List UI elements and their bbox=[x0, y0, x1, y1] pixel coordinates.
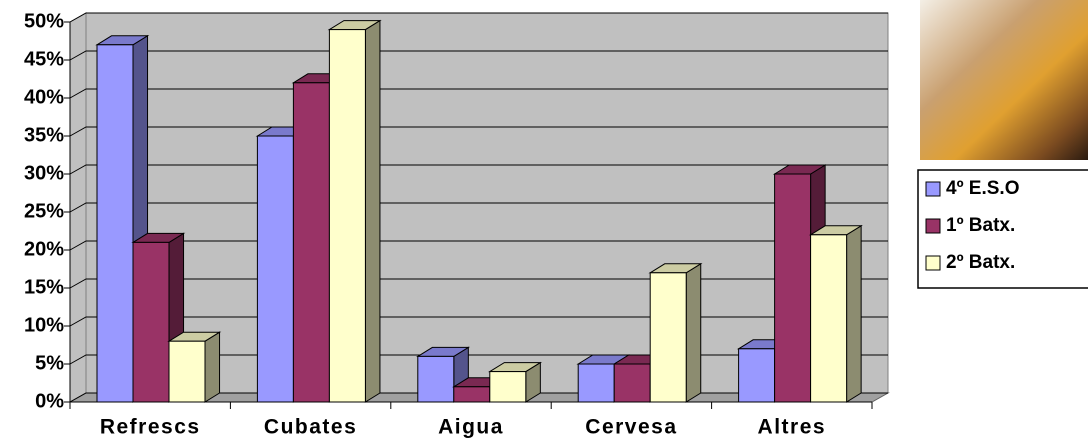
legend-swatch bbox=[925, 181, 941, 197]
y-tick-label: 5% bbox=[35, 352, 64, 374]
x-tick-label: Refrescs bbox=[100, 416, 201, 439]
y-tick-label: 25% bbox=[24, 200, 64, 222]
bar bbox=[131, 232, 186, 403]
y-tick-label: 40% bbox=[24, 86, 64, 108]
y-tick-label: 0% bbox=[35, 390, 64, 412]
y-tick-label: 30% bbox=[24, 162, 64, 184]
bar-front bbox=[738, 348, 776, 403]
bar-front bbox=[810, 234, 848, 403]
bar bbox=[808, 224, 863, 403]
bar bbox=[648, 262, 703, 403]
bar-front bbox=[577, 363, 615, 403]
bar-side bbox=[204, 331, 221, 403]
bar-front bbox=[328, 29, 366, 403]
x-tick-label: Altres bbox=[758, 416, 827, 439]
legend-box bbox=[917, 169, 1088, 289]
bar-side bbox=[846, 224, 862, 403]
bar-side bbox=[685, 262, 702, 403]
x-tick-label: Aigua bbox=[438, 416, 504, 439]
y-tick-label: 45% bbox=[24, 48, 64, 70]
y-tick-label: 10% bbox=[24, 314, 64, 336]
legend-swatch bbox=[925, 255, 941, 271]
grid-line bbox=[69, 316, 888, 327]
bar bbox=[167, 331, 222, 403]
y-tick-label: 20% bbox=[24, 238, 64, 260]
bar-front bbox=[168, 340, 206, 403]
grid-line bbox=[69, 278, 888, 289]
bar-front bbox=[613, 363, 651, 403]
bar bbox=[95, 34, 150, 403]
bar-front bbox=[453, 386, 491, 403]
bar-front bbox=[132, 241, 170, 403]
grid-line bbox=[69, 164, 888, 175]
bar-front bbox=[774, 173, 812, 403]
x-tick-label: Cubates bbox=[264, 416, 357, 439]
legend-label: 2º Batx. bbox=[946, 252, 1015, 273]
grid-line bbox=[69, 202, 888, 213]
grid-line bbox=[69, 12, 888, 23]
x-tick-label: Cervesa bbox=[585, 416, 677, 439]
bar-front bbox=[292, 82, 330, 403]
bar bbox=[327, 19, 382, 403]
bar-front bbox=[649, 272, 687, 403]
bar-front bbox=[96, 44, 134, 403]
legend-label: 4º E.S.O bbox=[946, 178, 1019, 199]
bar bbox=[488, 361, 543, 403]
grid-line bbox=[69, 126, 888, 137]
grid-line bbox=[69, 88, 888, 99]
grid-line bbox=[69, 240, 888, 251]
bar-side bbox=[364, 19, 381, 403]
bar-front bbox=[489, 371, 527, 403]
y-tick-label: 35% bbox=[24, 124, 64, 146]
bar-front bbox=[256, 135, 294, 403]
grid-line bbox=[69, 50, 888, 61]
y-tick-label: 50% bbox=[24, 10, 64, 32]
bar-front bbox=[417, 355, 455, 403]
legend-label: 1º Batx. bbox=[946, 215, 1015, 236]
legend-swatch bbox=[925, 218, 941, 234]
photo bbox=[920, 0, 1088, 160]
y-tick-label: 15% bbox=[24, 276, 64, 298]
